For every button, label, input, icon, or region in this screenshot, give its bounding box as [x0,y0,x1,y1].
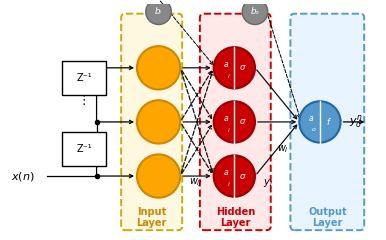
Circle shape [214,101,255,143]
FancyBboxPatch shape [62,61,107,95]
Text: Hidden
Layer: Hidden Layer [216,207,255,228]
Text: $w_{ij}$: $w_{ij}$ [189,177,203,189]
Text: bᵢ: bᵢ [155,7,162,16]
Text: $a$: $a$ [223,168,229,177]
FancyBboxPatch shape [200,14,271,230]
FancyBboxPatch shape [121,14,182,230]
Text: Output
Layer: Output Layer [308,207,347,228]
Circle shape [137,100,180,144]
Circle shape [214,47,255,89]
Circle shape [299,101,340,143]
Circle shape [137,46,180,90]
Text: $y_o^n$: $y_o^n$ [349,114,363,130]
Text: ⋮: ⋮ [78,94,90,107]
Text: $a$: $a$ [308,114,314,123]
Circle shape [214,155,255,197]
Text: Z⁻¹: Z⁻¹ [76,73,92,83]
Text: $i$: $i$ [227,72,230,80]
Text: $a$: $a$ [223,60,229,69]
Text: Z⁻¹: Z⁻¹ [76,144,92,154]
Circle shape [242,0,268,24]
Text: $o$: $o$ [312,126,317,133]
Text: $\sigma$: $\sigma$ [239,117,247,126]
Text: $a$: $a$ [223,114,229,123]
Text: Input
Layer: Input Layer [137,207,167,228]
Text: $f$: $f$ [326,116,332,127]
Text: $i$: $i$ [227,180,230,188]
Circle shape [146,0,171,24]
Text: $i$: $i$ [227,126,230,134]
Text: bₒ: bₒ [251,7,259,16]
FancyBboxPatch shape [290,14,364,230]
Text: $\sigma$: $\sigma$ [239,172,247,180]
Circle shape [137,154,180,198]
Text: $w_i$: $w_i$ [277,144,288,155]
Text: $y_i$: $y_i$ [263,177,273,189]
FancyBboxPatch shape [62,132,107,166]
Text: $\sigma$: $\sigma$ [239,63,247,72]
Text: $x(n)$: $x(n)$ [11,169,35,183]
